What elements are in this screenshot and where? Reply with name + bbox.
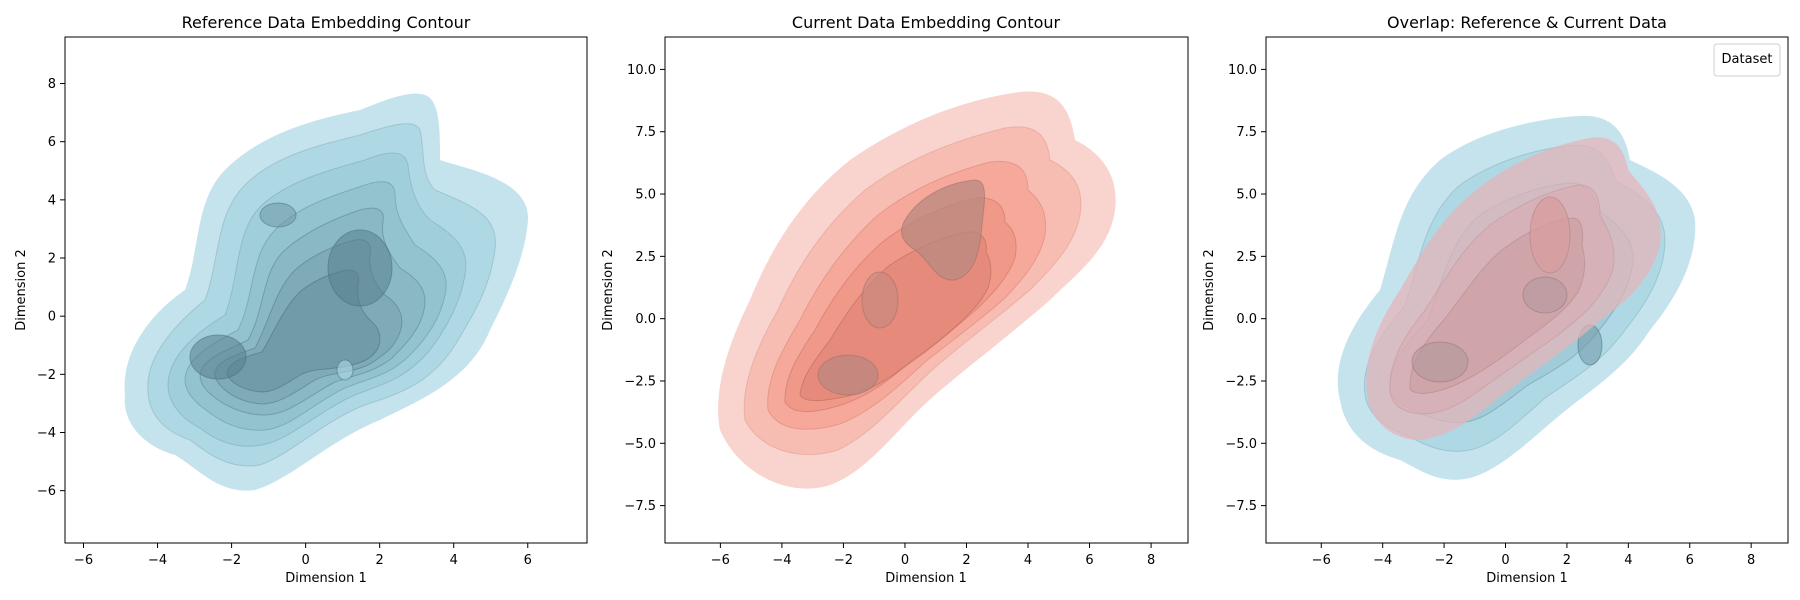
overlap-contour-fill <box>1337 115 1696 480</box>
y-tick-label: −7.5 <box>624 499 656 514</box>
x-tick-label: −6 <box>1312 553 1331 568</box>
y-tick-label: −2.5 <box>624 374 656 389</box>
x-tick-label: −2 <box>834 553 853 568</box>
x-tick-label: 2 <box>376 553 384 568</box>
x-tick-label: −6 <box>74 553 93 568</box>
reference-mode-lower-left <box>189 334 247 380</box>
x-tick-label: 6 <box>524 553 532 568</box>
legend-title: Dataset <box>1722 52 1773 67</box>
panel-current: Current Data Embedding Contour −6 −4 −2 0 2 4… <box>601 13 1189 586</box>
legend-box <box>1713 43 1781 77</box>
x-ticks: −6 −4 −2 0 2 4 6 <box>74 543 532 568</box>
reference-mode-upper-left <box>259 202 297 228</box>
y-tick-label: 0.0 <box>1236 312 1257 327</box>
panel-title: Overlap: Reference & Current Data <box>1387 13 1667 32</box>
y-tick-label: 2.5 <box>1236 250 1257 265</box>
x-axis-label: Dimension 1 <box>885 571 967 586</box>
y-tick-label: 2.5 <box>635 250 656 265</box>
y-axis-label: Dimension 2 <box>14 249 29 331</box>
y-tick-label: −5.0 <box>624 437 656 452</box>
y-tick-label: 10.0 <box>627 63 656 78</box>
y-tick-label: 4 <box>48 193 56 208</box>
current-mode-lower <box>817 354 879 396</box>
current-contour-fill <box>718 91 1116 489</box>
y-tick-label: 7.5 <box>635 125 656 140</box>
overlap-current-mode-upper <box>1529 196 1571 274</box>
x-tick-label: 4 <box>450 553 458 568</box>
x-tick-label: −6 <box>711 553 730 568</box>
x-tick-label: 0 <box>901 553 909 568</box>
y-tick-label: 0 <box>48 310 56 325</box>
overlap-mode-lower-left <box>1411 341 1469 383</box>
x-tick-label: −4 <box>1373 553 1392 568</box>
y-tick-label: 10.0 <box>1228 63 1257 78</box>
x-tick-label: 4 <box>1624 553 1632 568</box>
x-tick-label: −2 <box>222 553 241 568</box>
y-tick-label: 0.0 <box>635 312 656 327</box>
x-axis-label: Dimension 1 <box>1486 571 1568 586</box>
y-tick-label: 5.0 <box>1236 188 1257 203</box>
axes-frame <box>64 36 588 544</box>
axes-frame <box>1265 36 1789 544</box>
x-tick-label: −4 <box>772 553 791 568</box>
x-ticks: −6 −4 −2 0 2 4 6 8 <box>1312 543 1755 568</box>
overlap-mode-center <box>1522 276 1568 314</box>
y-tick-label: −5.0 <box>1225 437 1257 452</box>
reference-contour-fill <box>124 93 529 491</box>
x-tick-label: 0 <box>301 553 309 568</box>
x-ticks: −6 −4 −2 0 2 4 6 8 <box>711 543 1155 568</box>
legend: Dataset <box>1713 43 1781 77</box>
panel-overlap: Overlap: Reference & Current Data −6 −4 −2… <box>1202 13 1789 586</box>
x-tick-label: 2 <box>1563 553 1571 568</box>
y-tick-label: 2 <box>48 252 56 267</box>
y-ticks: −7.5 −5.0 −2.5 0.0 2.5 5.0 7.5 10.0 <box>1225 63 1266 514</box>
current-mode-upper <box>901 179 986 281</box>
axes-frame <box>664 36 1189 544</box>
y-tick-label: 5.0 <box>635 188 656 203</box>
reference-mode-center <box>327 229 393 307</box>
y-axis-label: Dimension 2 <box>1202 249 1217 331</box>
y-ticks: −6 −4 −2 0 2 4 6 8 <box>37 77 65 499</box>
x-axis-label: Dimension 1 <box>285 571 367 586</box>
y-tick-label: −4 <box>37 426 56 441</box>
x-tick-label: −2 <box>1435 553 1454 568</box>
x-tick-label: 8 <box>1147 553 1155 568</box>
current-mode-middle <box>861 271 899 329</box>
x-tick-label: −4 <box>148 553 167 568</box>
y-tick-label: 6 <box>48 135 56 150</box>
x-tick-label: 0 <box>1501 553 1509 568</box>
y-tick-label: 8 <box>48 77 56 92</box>
y-tick-label: 7.5 <box>1236 125 1257 140</box>
x-tick-label: 2 <box>962 553 970 568</box>
x-tick-label: 6 <box>1686 553 1694 568</box>
y-axis-label: Dimension 2 <box>601 249 616 331</box>
reference-mode-small <box>336 359 354 381</box>
y-tick-label: −7.5 <box>1225 499 1257 514</box>
y-tick-label: −2 <box>37 368 56 383</box>
reference-density-level-3 <box>167 152 467 447</box>
panel-title: Current Data Embedding Contour <box>792 13 1061 32</box>
y-ticks: −7.5 −5.0 −2.5 0.0 2.5 5.0 7.5 10.0 <box>624 63 665 514</box>
x-tick-label: 8 <box>1747 553 1755 568</box>
panel-reference: Reference Data Embedding Contour −6 −4 −2 0… <box>14 13 588 586</box>
panel-title: Reference Data Embedding Contour <box>182 13 471 32</box>
x-tick-label: 6 <box>1085 553 1093 568</box>
y-tick-label: −2.5 <box>1225 374 1257 389</box>
x-tick-label: 4 <box>1024 553 1032 568</box>
y-tick-label: −6 <box>37 484 56 499</box>
